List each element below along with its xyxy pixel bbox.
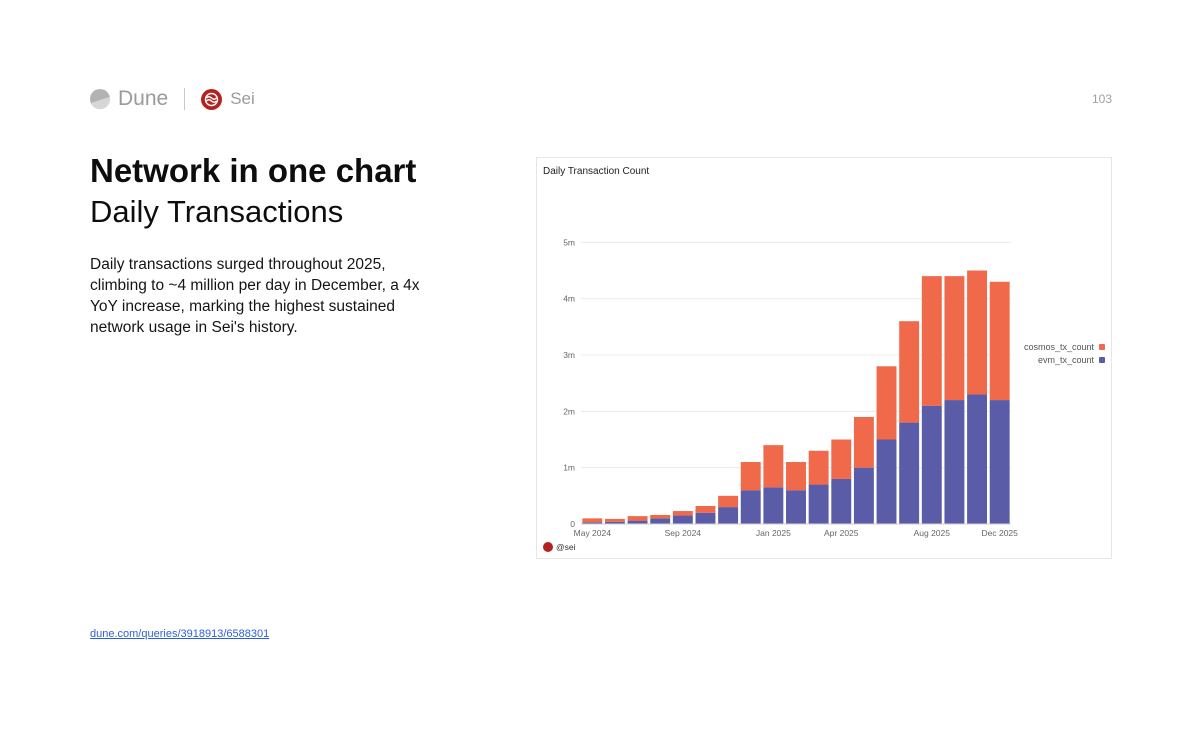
bar-evm — [786, 490, 806, 524]
chart-card: 0 1m 2m 3m 4m 5m May 2024 Sep 2024 Jan 2025 Apr 2… — [536, 157, 1112, 559]
bar-evm — [967, 394, 988, 524]
bar-evm — [582, 522, 603, 524]
bar-evm — [763, 487, 784, 524]
bar-cosmos — [831, 439, 852, 479]
bar-evm — [808, 484, 829, 524]
bar-cosmos — [763, 445, 784, 488]
chart-watermark: @sei — [543, 542, 576, 552]
bar-evm — [650, 518, 671, 524]
bar-cosmos — [786, 462, 806, 491]
bar-cosmos — [876, 366, 897, 440]
bar-cosmos — [921, 276, 942, 406]
bar-evm — [853, 467, 874, 524]
bar-cosmos — [672, 511, 693, 516]
bar-evm — [740, 490, 761, 524]
x-tick-label: Jan 2025 — [756, 528, 791, 538]
dune-brand-name: Dune — [118, 87, 169, 110]
x-tick-label: Dec 2025 — [981, 528, 1018, 538]
bar-cosmos — [899, 321, 920, 423]
legend-swatch-cosmos — [1099, 343, 1105, 350]
bar-cosmos — [853, 416, 874, 468]
page-subtitle: Daily Transactions — [90, 194, 344, 229]
x-tick-label: Apr 2025 — [824, 528, 859, 538]
legend-label-evm: evm_tx_count — [1037, 354, 1094, 365]
daily-transactions-chart: 0 1m 2m 3m 4m 5m May 2024 Sep 2024 Jan 2025 Apr 2… — [563, 237, 1018, 538]
bar-evm — [627, 520, 648, 524]
bar-evm — [672, 515, 693, 524]
legend-swatch-evm — [1099, 356, 1105, 363]
bar-evm — [604, 521, 625, 524]
legend-label-cosmos: cosmos_tx_count — [1023, 341, 1094, 352]
brand-divider — [184, 88, 186, 110]
y-tick-label: 4m — [563, 294, 575, 304]
bar-evm — [695, 512, 716, 524]
y-tick-label: 5m — [563, 237, 575, 247]
bar-cosmos — [989, 281, 1010, 401]
x-tick-label: May 2024 — [574, 528, 612, 538]
sei-brand-name: Sei — [230, 89, 255, 108]
legend-item-evm: evm_tx_count — [1024, 353, 1105, 366]
brand-header: Dune Sei — [90, 87, 255, 111]
bar-cosmos — [808, 450, 829, 485]
chart-legend: cosmos_tx_count evm_tx_count — [1024, 340, 1105, 366]
dune-logo-icon — [90, 89, 110, 109]
bar-cosmos — [967, 270, 988, 395]
bar-cosmos — [695, 505, 716, 513]
y-tick-label: 3m — [563, 350, 575, 360]
bar-evm — [989, 400, 1010, 524]
summary-text: Daily transactions surged throughout 202… — [90, 256, 420, 336]
chart-title: Daily Transaction Count — [543, 166, 650, 177]
sei-watermark-icon — [543, 542, 553, 552]
y-tick-label: 1m — [563, 463, 575, 473]
x-tick-label: Aug 2025 — [914, 528, 951, 538]
bar-evm — [899, 422, 920, 524]
source-link[interactable]: dune.com/queries/3918913/6588301 — [90, 628, 270, 640]
bar-evm — [831, 478, 852, 524]
page-title: Network in one chart — [90, 152, 417, 189]
bar-cosmos — [740, 462, 761, 491]
y-tick-label: 0 — [570, 519, 575, 529]
bar-cosmos — [718, 495, 739, 508]
bar-cosmos — [604, 518, 625, 522]
bar-evm — [876, 439, 897, 524]
x-tick-label: Sep 2024 — [665, 528, 702, 538]
bar-cosmos — [650, 514, 671, 519]
page-number: 103 — [1091, 92, 1112, 106]
sei-logo-icon — [201, 88, 223, 110]
bar-evm — [944, 400, 965, 524]
bar-cosmos — [627, 516, 648, 521]
bar-evm — [921, 405, 942, 524]
bar-evm — [718, 507, 739, 524]
legend-item-cosmos: cosmos_tx_count — [1024, 340, 1105, 353]
y-tick-label: 2m — [563, 406, 575, 416]
bar-cosmos — [944, 276, 965, 401]
bar-cosmos — [582, 518, 603, 523]
chart-watermark-text: @sei — [556, 542, 576, 552]
